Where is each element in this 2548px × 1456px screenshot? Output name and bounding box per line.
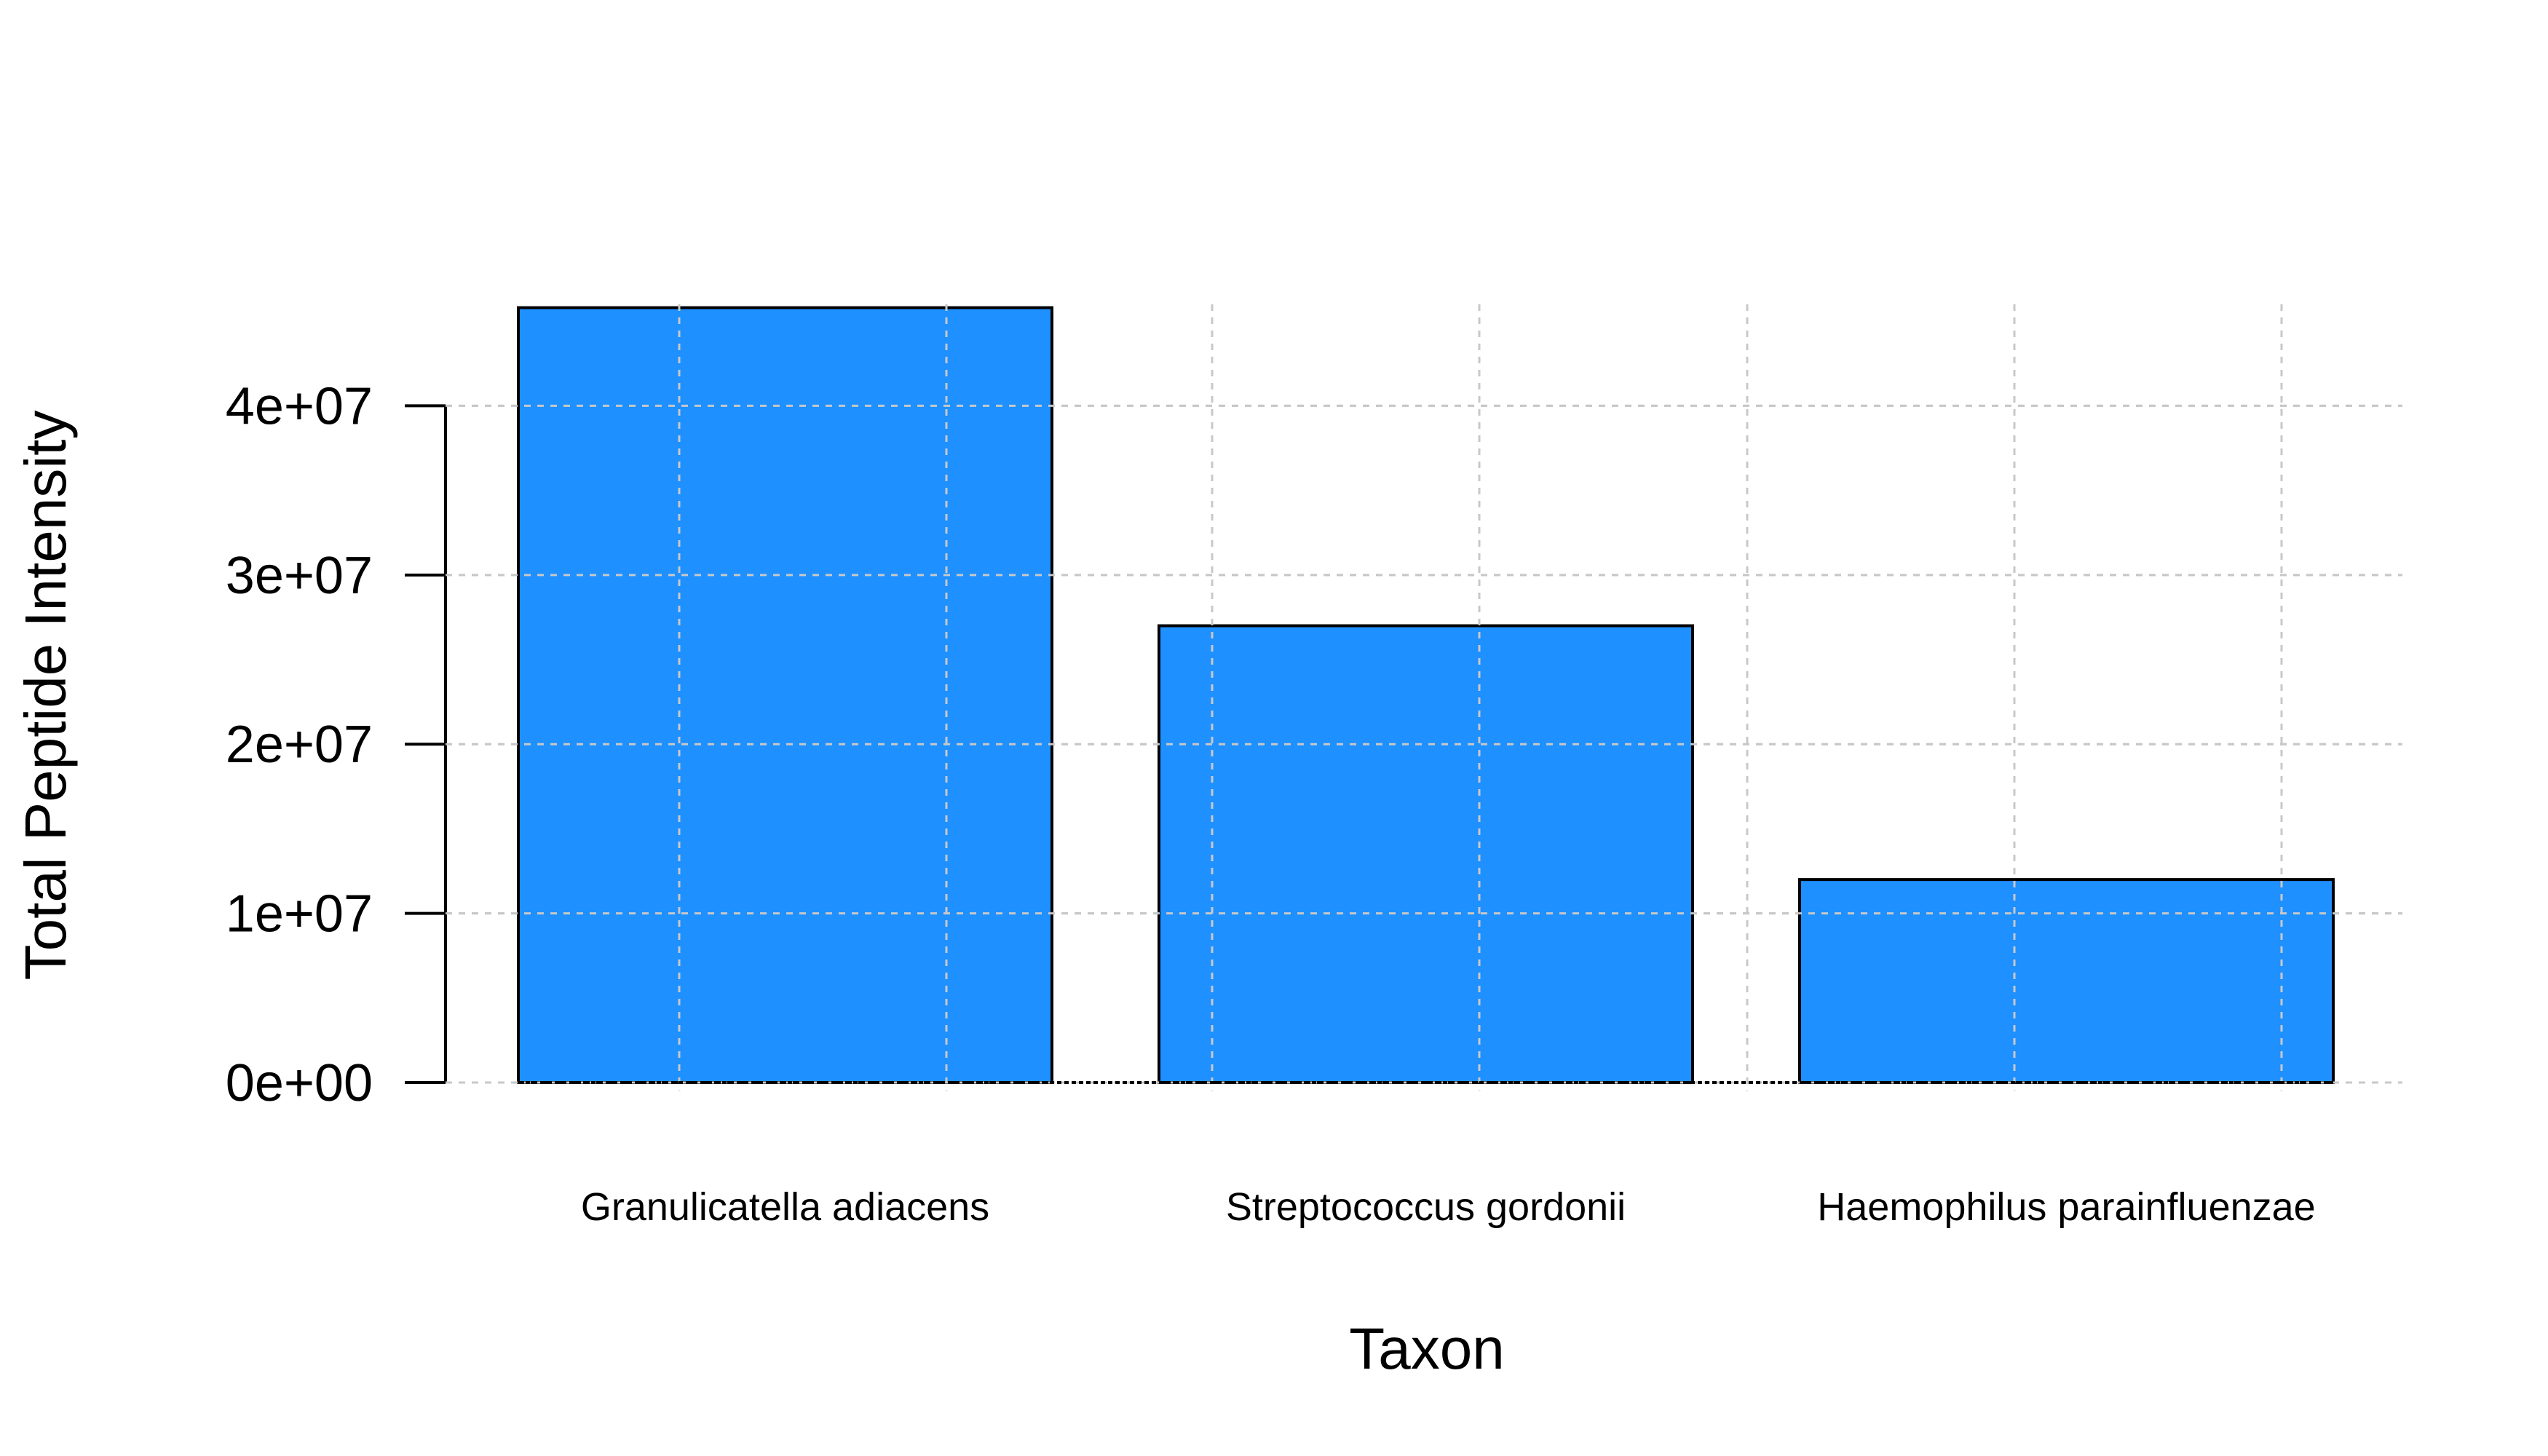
category-label-0: Granulicatella adiacens [581, 1185, 989, 1229]
category-label-2: Haemophilus parainfluenzae [1817, 1185, 2315, 1229]
y-tick-label-0: 0e+00 [226, 1054, 373, 1112]
x-axis-title: Taxon [1349, 1316, 1504, 1381]
y-axis-title: Total Peptide Intensity [13, 411, 78, 981]
bar-0 [517, 306, 1053, 1084]
y-tick-label-4: 4e+07 [226, 377, 373, 435]
bar-1 [1158, 624, 1694, 1084]
y-tick-label-3: 3e+07 [226, 547, 373, 605]
bar-2 [1798, 878, 2335, 1085]
y-axis: 0e+00 1e+07 2e+07 3e+07 4e+07 [226, 377, 447, 1112]
grid-overlay [446, 304, 2402, 1084]
y-tick-label-2: 2e+07 [226, 716, 373, 774]
y-tick-label-1: 1e+07 [226, 885, 373, 943]
category-labels: Granulicatella adiacens Streptococcus gor… [581, 1185, 2316, 1229]
category-label-1: Streptococcus gordonii [1226, 1185, 1626, 1229]
bars [517, 306, 2335, 1085]
